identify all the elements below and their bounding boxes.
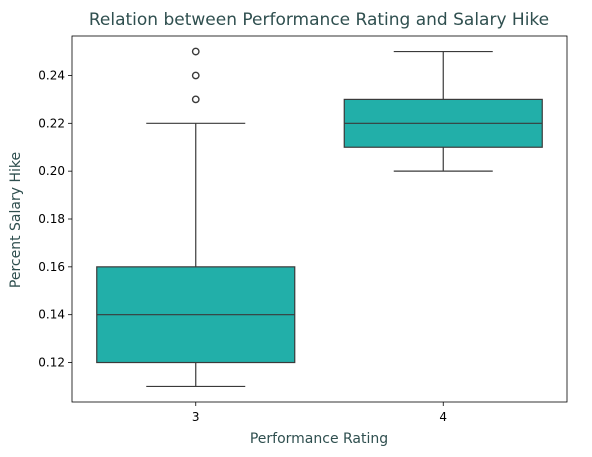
x-axis-label: Performance Rating — [250, 431, 388, 447]
y-tick-label: 0.20 — [38, 164, 65, 178]
y-tick-label: 0.14 — [38, 308, 65, 322]
plot-area: 0.12 0.14 0.16 0.18 0.20 0.22 0.24 3 4 — [38, 35, 568, 424]
x-tick-label: 3 — [192, 410, 200, 424]
y-tick-label: 0.22 — [38, 116, 65, 130]
chart-title: Relation between Performance Rating and … — [89, 10, 549, 30]
outlier-point — [191, 71, 200, 80]
x-tick-label: 4 — [439, 410, 447, 424]
y-tick-label: 0.18 — [38, 212, 65, 226]
y-tick-label: 0.24 — [38, 68, 65, 82]
outlier-point — [191, 95, 200, 104]
y-tick-label: 0.16 — [38, 260, 65, 274]
y-tick-label: 0.12 — [38, 356, 65, 370]
y-axis-label: Percent Salary Hike — [8, 152, 24, 288]
outlier-point — [191, 47, 200, 56]
